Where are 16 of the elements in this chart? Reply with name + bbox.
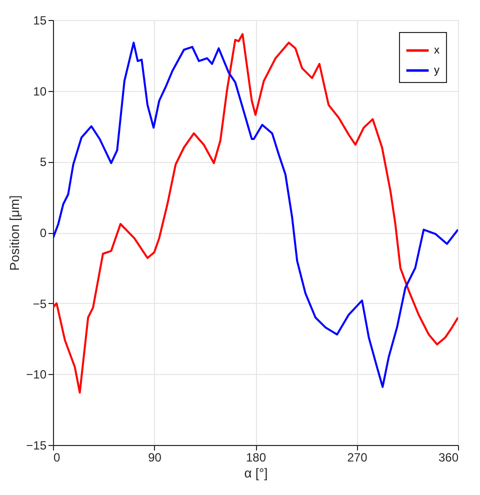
x-tick-label: 180 [246, 450, 266, 464]
y-tick-label: 5 [40, 155, 47, 170]
y-tick-label: −5 [32, 296, 47, 311]
y-tick-label: −15 [26, 438, 47, 452]
x-tick-label: 0 [54, 450, 60, 464]
y-tick-label: −10 [26, 368, 47, 382]
y-axis-title: Position [μm] [7, 195, 22, 271]
x-tick-label: 90 [148, 450, 162, 464]
y-tick-label: 10 [33, 84, 47, 98]
y-tick-label: 15 [33, 14, 47, 28]
x-tick-label: 360 [438, 450, 459, 464]
x-tick-label: 270 [347, 450, 368, 464]
legend-label: x [434, 44, 440, 56]
legend-label: y [434, 64, 440, 76]
y-tick-label: 0 [40, 226, 47, 240]
x-axis-title: α [°] [244, 466, 268, 480]
